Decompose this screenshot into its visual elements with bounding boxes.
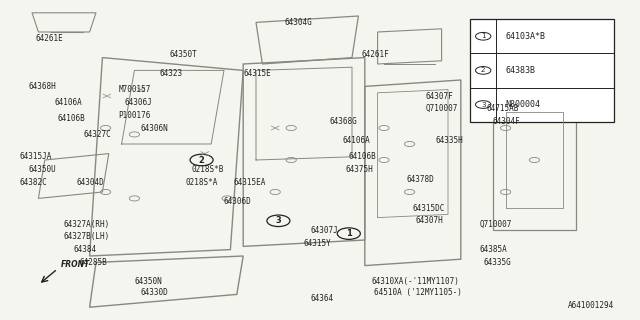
Text: 64368H: 64368H	[29, 82, 56, 91]
Text: 64315Y: 64315Y	[304, 239, 332, 248]
Text: 64304D: 64304D	[77, 178, 104, 187]
Text: 64350T: 64350T	[170, 50, 197, 59]
Text: 64307H: 64307H	[416, 216, 444, 225]
Text: M700157: M700157	[118, 85, 151, 94]
Text: 64384: 64384	[74, 245, 97, 254]
Text: A641001294: A641001294	[568, 301, 614, 310]
Text: 64330D: 64330D	[141, 288, 168, 297]
Text: 64304G: 64304G	[285, 18, 312, 27]
Text: 3: 3	[276, 216, 281, 225]
Text: 64327A(RH): 64327A(RH)	[64, 220, 110, 228]
Text: 64323: 64323	[160, 69, 183, 78]
Text: 64375H: 64375H	[346, 165, 373, 174]
Text: 64285B: 64285B	[80, 258, 108, 267]
Text: 64510A ('12MY1105-): 64510A ('12MY1105-)	[374, 288, 462, 297]
Text: 64315EA: 64315EA	[234, 178, 266, 187]
Text: 64350U: 64350U	[29, 165, 56, 174]
Text: 64327B(LH): 64327B(LH)	[64, 232, 110, 241]
Text: 64315E: 64315E	[243, 69, 271, 78]
Text: 64106B: 64106B	[58, 114, 85, 123]
Text: 64106A: 64106A	[54, 98, 82, 107]
Text: 64315JA: 64315JA	[19, 152, 52, 161]
Text: 64335G: 64335G	[483, 258, 511, 267]
FancyBboxPatch shape	[470, 19, 614, 122]
Text: 64306J: 64306J	[125, 98, 152, 107]
Text: 0218S*A: 0218S*A	[186, 178, 218, 187]
Text: 64307J: 64307J	[310, 226, 338, 235]
Text: 1: 1	[346, 229, 352, 238]
Text: Q710007: Q710007	[480, 220, 513, 228]
Text: 64304F: 64304F	[493, 117, 520, 126]
Text: 64315DC: 64315DC	[413, 204, 445, 212]
Text: 64327C: 64327C	[83, 130, 111, 139]
Text: 64103A*B: 64103A*B	[506, 32, 545, 41]
Text: 64106A: 64106A	[342, 136, 370, 145]
Text: 64383B: 64383B	[506, 66, 536, 75]
Text: 0218S*B: 0218S*B	[192, 165, 225, 174]
Text: 64378D: 64378D	[406, 175, 434, 184]
Text: 2: 2	[198, 156, 205, 164]
Text: 64350N: 64350N	[134, 277, 162, 286]
Text: 64306N: 64306N	[141, 124, 168, 132]
Text: P100176: P100176	[118, 111, 151, 120]
Text: 64382C: 64382C	[19, 178, 47, 187]
Text: N800004: N800004	[506, 100, 541, 109]
Text: 64307F: 64307F	[426, 92, 453, 100]
Text: 64310XA(-'11MY1107): 64310XA(-'11MY1107)	[371, 277, 459, 286]
Text: 64368G: 64368G	[330, 117, 357, 126]
Text: Q710007: Q710007	[426, 104, 458, 113]
Text: 64106B: 64106B	[349, 152, 376, 161]
Text: 64715AB: 64715AB	[486, 104, 519, 113]
Text: 64364: 64364	[310, 294, 333, 303]
Text: 1: 1	[481, 33, 486, 39]
Text: 64261F: 64261F	[362, 50, 389, 59]
Text: 3: 3	[481, 101, 486, 108]
Text: 64385A: 64385A	[480, 245, 508, 254]
Text: 64306D: 64306D	[224, 197, 252, 206]
Text: 64261E: 64261E	[35, 34, 63, 43]
Text: 2: 2	[481, 68, 485, 73]
Text: FRONT: FRONT	[61, 260, 90, 269]
Text: 64335H: 64335H	[435, 136, 463, 145]
